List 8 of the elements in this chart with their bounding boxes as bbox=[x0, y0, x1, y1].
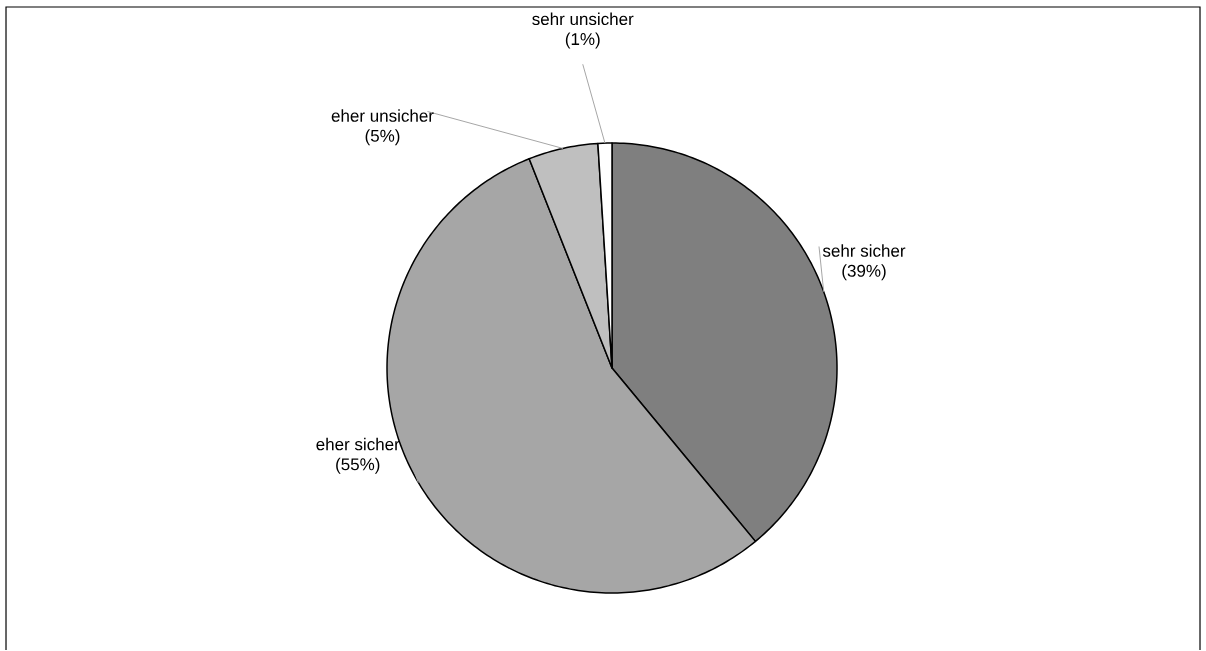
data-label: (39%) bbox=[842, 264, 886, 281]
data-label: (5%) bbox=[365, 129, 400, 146]
slice-label: eher unsicher bbox=[331, 109, 434, 123]
slice-label: sehr unsicher bbox=[532, 12, 634, 26]
slice-label: eher sicher bbox=[316, 438, 400, 451]
data-label: (1%) bbox=[565, 32, 600, 49]
slice-label: sehr sicher bbox=[822, 244, 906, 258]
data-label: (55%) bbox=[336, 458, 380, 474]
